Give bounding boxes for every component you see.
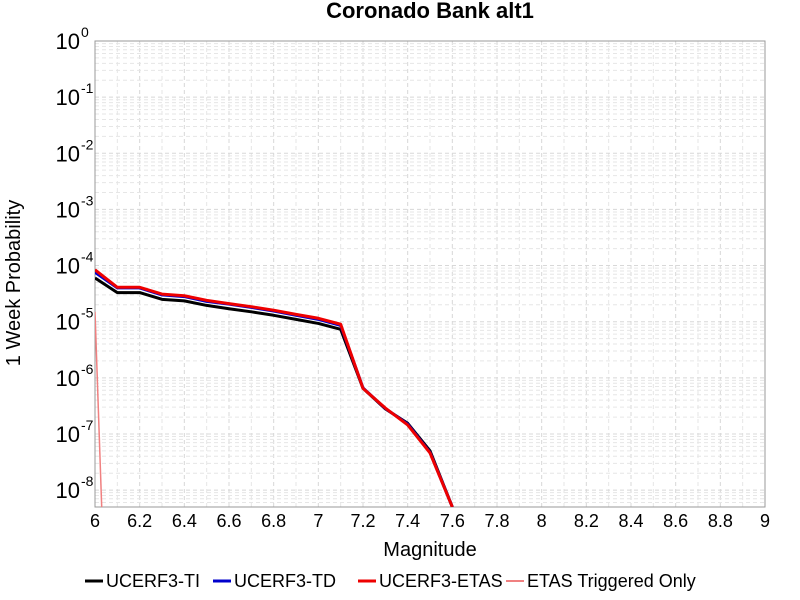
x-tick-label: 6.2	[127, 511, 152, 531]
y-tick-exponent: 0	[81, 24, 89, 40]
y-tick-label: 10	[56, 141, 80, 166]
y-tick-label: 10	[56, 310, 80, 335]
legend-entry: ETAS Triggered Only	[527, 571, 696, 591]
y-tick-label: 10	[56, 422, 80, 447]
x-tick-label: 8	[537, 511, 547, 531]
grid	[94, 41, 766, 508]
y-tick-exponent: -6	[81, 361, 94, 377]
legend-entry: UCERF3-TD	[234, 571, 336, 591]
chart-title: Coronado Bank alt1	[326, 0, 534, 23]
y-tick-exponent: -2	[81, 136, 94, 152]
series-line-4	[95, 311, 103, 507]
x-tick-label: 7.4	[395, 511, 420, 531]
y-tick-exponent: -3	[81, 192, 94, 208]
x-tick-label: 8.2	[574, 511, 599, 531]
x-tick-label: 6.6	[216, 511, 241, 531]
legend-entry: UCERF3-TI	[106, 571, 200, 591]
x-tick-label: 7.6	[440, 511, 465, 531]
x-tick-label: 8.4	[618, 511, 643, 531]
y-tick-label: 10	[56, 29, 80, 54]
series-layer	[95, 268, 454, 507]
x-tick-labels: 6 6.2 6.4 6.6 6.8 7 7.2 7.4 7.6 7.8 8 8.2 8.4 8.6 8.8 9	[90, 511, 770, 531]
x-tick-label: 9	[760, 511, 770, 531]
x-tick-label: 6.4	[172, 511, 197, 531]
x-tick-label: 7.8	[484, 511, 509, 531]
y-tick-exponent: -4	[81, 249, 94, 265]
x-tick-label: 8.8	[708, 511, 733, 531]
y-tick-label: 10	[56, 254, 80, 279]
y-tick-exponent: -8	[81, 473, 94, 489]
y-tick-label: 10	[56, 197, 80, 222]
x-axis-label: Magnitude	[383, 539, 476, 561]
y-tick-label: 10	[56, 366, 80, 391]
y-tick-exponent: -1	[81, 80, 94, 96]
x-tick-label: 8.6	[663, 511, 688, 531]
legend-entry: UCERF3-ETAS	[379, 571, 503, 591]
x-tick-label: 7	[313, 511, 323, 531]
x-tick-label: 7.2	[350, 511, 375, 531]
x-tick-label: 6	[90, 511, 100, 531]
legend: UCERF3-TI UCERF3-TD UCERF3-ETAS ETAS Trigge…	[85, 571, 696, 591]
y-tick-exponent: -5	[81, 305, 94, 321]
series-line-3	[95, 268, 454, 507]
y-tick-exponent: -7	[81, 417, 94, 433]
y-axis-label: 1 Week Probability	[3, 200, 25, 366]
x-tick-label: 6.8	[261, 511, 286, 531]
y-tick-label: 10	[56, 478, 80, 503]
y-tick-label: 10	[56, 85, 80, 110]
